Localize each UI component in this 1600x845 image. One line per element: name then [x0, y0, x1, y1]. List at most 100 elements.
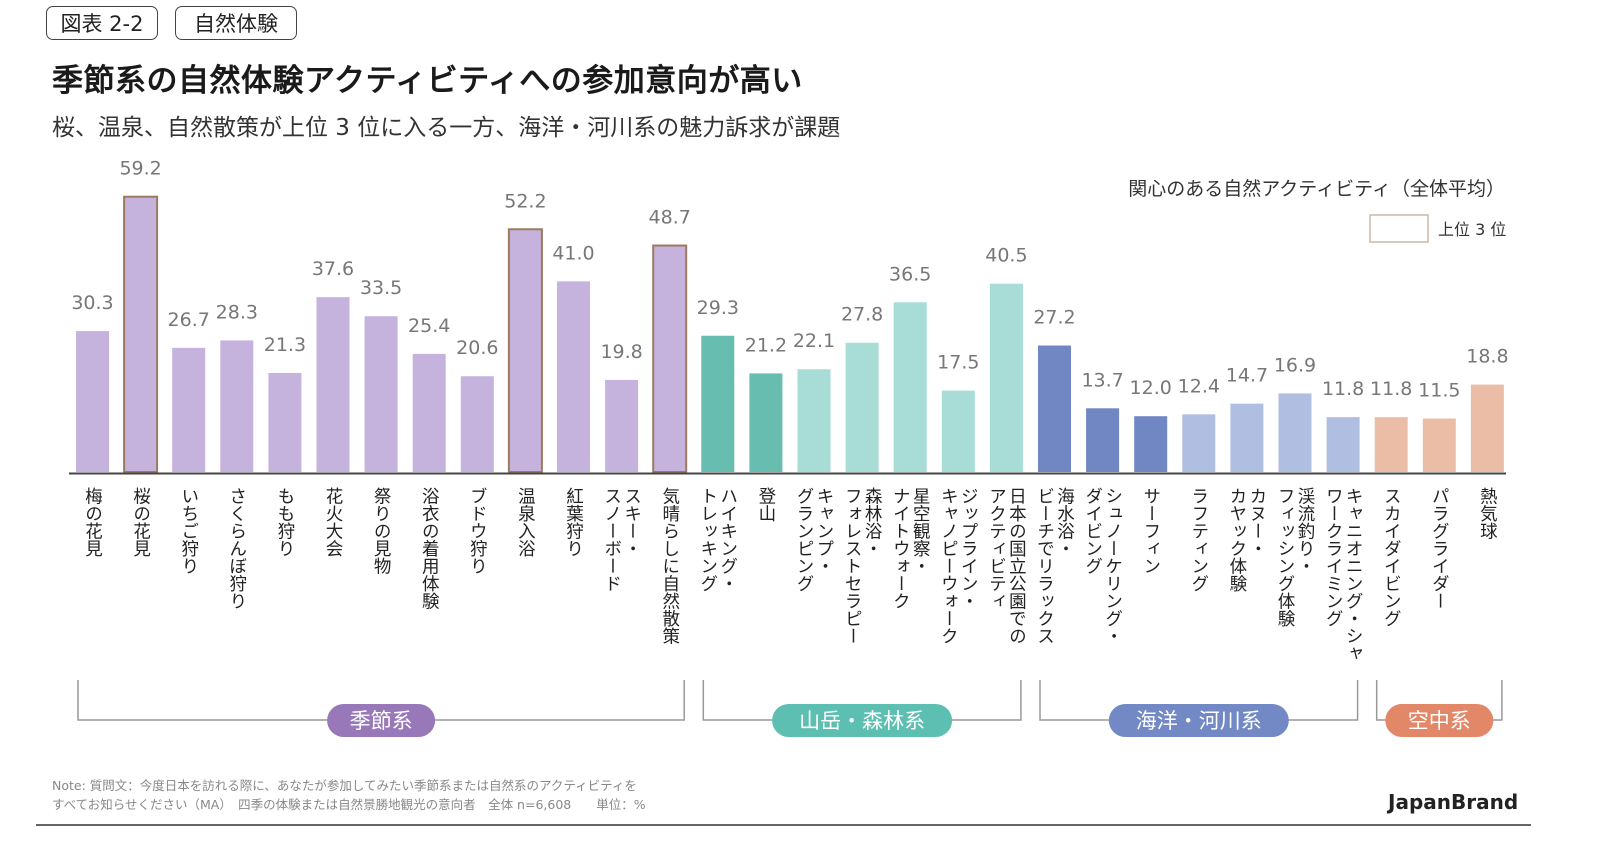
value-label: 36.5 — [889, 263, 931, 285]
bar — [76, 331, 109, 472]
category-label: 浴衣の着用体験 — [419, 487, 439, 610]
bar — [652, 244, 688, 473]
category-label: 花火大会 — [323, 487, 343, 557]
category-label: 紅葉狩り — [564, 487, 584, 557]
note-line: すべてお知らせください（MA） 四季の体験または自然景勝地観光の意向者 全体 n… — [52, 797, 646, 812]
bar — [220, 340, 254, 472]
page-subtitle: 桜、温泉、自然散策が上位 3 位に入る一方、海洋・河川系の魅力訴求が課題 — [52, 115, 841, 141]
category-label: フォレストセラピー — [842, 487, 862, 645]
bar — [1278, 393, 1312, 472]
category-label: シュノーケリング・ — [1103, 487, 1123, 645]
category-label: スノーボード — [602, 487, 622, 592]
bar — [557, 281, 590, 472]
value-label: 25.4 — [408, 315, 450, 337]
bar — [1422, 418, 1456, 472]
bar — [941, 390, 975, 472]
bar — [1086, 408, 1120, 472]
category-label: ダイビング — [1083, 487, 1103, 575]
category-label: 日本の国立公園での — [1006, 487, 1026, 645]
category-label: ワークライミング — [1323, 487, 1343, 627]
value-label: 21.2 — [745, 334, 787, 356]
bar — [845, 342, 879, 472]
page-title: 季節系の自然体験アクティビティへの参加意向が高い — [52, 63, 803, 99]
value-label: 18.8 — [1466, 346, 1508, 368]
value-label: 17.5 — [937, 352, 979, 374]
category-label: パラグライダー — [1429, 487, 1449, 610]
bar — [268, 372, 302, 472]
bar — [989, 283, 1023, 472]
category-label: ナイトウォーク — [890, 487, 910, 610]
category-label: トレッキング — [698, 487, 718, 592]
bar — [1230, 403, 1264, 472]
value-label: 19.8 — [600, 341, 642, 363]
figure-number-tag: 図表 2-2 — [46, 6, 158, 40]
category-label: 梅の花見 — [83, 487, 103, 557]
value-label: 37.6 — [312, 258, 354, 280]
group-pill — [772, 704, 953, 737]
value-label: 27.2 — [1033, 307, 1075, 329]
bar — [460, 376, 494, 472]
value-label: 41.0 — [552, 242, 594, 264]
category-label: さくらんぼ狩り — [227, 487, 247, 610]
group-pill — [1108, 704, 1289, 737]
category-label: 星空観察・ — [910, 487, 930, 575]
category-label: スキー・ — [622, 487, 642, 557]
footer-rule — [36, 824, 1531, 826]
value-label: 27.8 — [841, 304, 883, 326]
bar — [1182, 414, 1216, 472]
category-label: ラフティング — [1189, 487, 1209, 592]
category-tag: 自然体験 — [175, 6, 297, 40]
group-label: 山岳・森林系 — [799, 709, 925, 733]
bar — [1134, 416, 1168, 472]
legend-top3-label: 上位 3 位 — [1438, 220, 1506, 239]
bar — [893, 302, 927, 472]
category-label: 温泉入浴 — [515, 487, 535, 557]
category-label: アクティビティ — [986, 487, 1006, 610]
value-label: 20.6 — [456, 337, 498, 359]
bar — [1470, 384, 1504, 472]
value-label: 29.3 — [697, 297, 739, 319]
category-label: 海水浴・ — [1055, 487, 1075, 557]
group-label: 季節系 — [350, 709, 413, 733]
value-label: 59.2 — [119, 158, 161, 180]
bar — [1374, 417, 1408, 472]
category-label: 祭りの見物 — [371, 487, 391, 575]
legend-top3-swatch — [1369, 214, 1429, 243]
note-line: Note: 質問文：今度日本を訪れる際に、あなたが参加してみたい季節系または自然… — [52, 778, 637, 793]
value-label: 28.3 — [216, 301, 258, 323]
group-label: 空中系 — [1408, 709, 1471, 733]
category-label: キャニオニング・シャ — [1343, 487, 1363, 662]
group-label: 海洋・河川系 — [1136, 709, 1262, 733]
category-label: もも狩り — [275, 487, 295, 557]
bar — [364, 316, 398, 472]
value-label: 52.2 — [504, 190, 546, 212]
category-label: グランピング — [794, 487, 814, 592]
value-label: 48.7 — [649, 207, 691, 229]
group-pill — [327, 704, 436, 737]
category-label: 登山 — [756, 487, 776, 522]
value-label: 12.0 — [1130, 377, 1172, 399]
category-label: 桜の花見 — [131, 487, 151, 557]
category-label: ジップライン・ — [958, 487, 978, 610]
category-label: 森林浴・ — [862, 487, 882, 557]
legend-title: 関心のある自然アクティビティ（全体平均） — [1128, 178, 1505, 200]
value-label: 11.8 — [1370, 378, 1412, 400]
value-label: 11.5 — [1418, 380, 1460, 402]
value-label: 16.9 — [1274, 354, 1316, 376]
category-label: カヤック体験 — [1227, 487, 1247, 593]
group-pill — [1385, 704, 1494, 737]
value-label: 13.7 — [1081, 369, 1123, 391]
category-label: いちご狩り — [179, 487, 199, 575]
category-label: 気晴らしに自然散策 — [660, 487, 680, 645]
value-label: 30.3 — [71, 292, 113, 314]
category-label: ハイキング・ — [718, 487, 738, 592]
category-label: キャノピーウォーク — [938, 487, 958, 645]
bar — [1038, 345, 1071, 472]
category-label: サーフィン — [1141, 487, 1161, 575]
category-label: ビーチでリラックス — [1035, 487, 1055, 645]
bar — [412, 353, 446, 472]
category-label: フィッシング体験 — [1275, 487, 1295, 628]
bar — [749, 373, 783, 472]
value-label: 12.4 — [1178, 375, 1220, 397]
category-label: 渓流釣り・ — [1295, 487, 1315, 575]
